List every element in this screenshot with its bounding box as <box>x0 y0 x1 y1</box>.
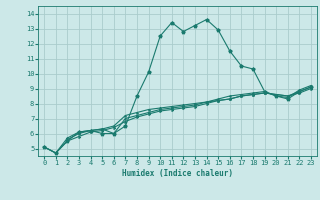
X-axis label: Humidex (Indice chaleur): Humidex (Indice chaleur) <box>122 169 233 178</box>
